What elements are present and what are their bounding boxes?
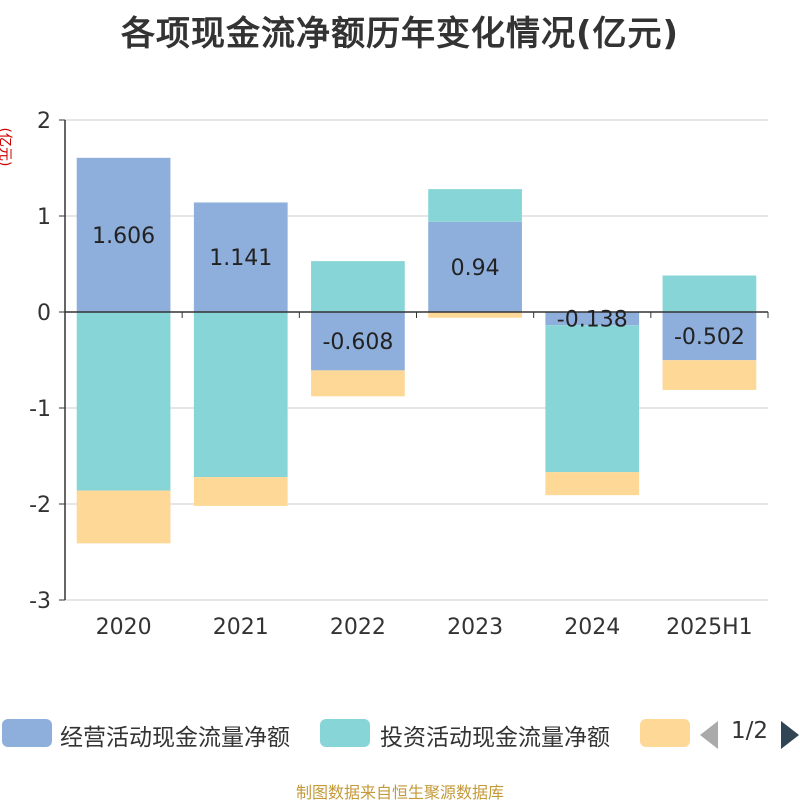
bar-series-2-2020[interactable]	[76, 490, 171, 544]
y-tick-label: 1	[37, 205, 51, 230]
legend-swatch-investing[interactable]	[320, 719, 370, 747]
x-tick-label: 2024	[564, 615, 620, 640]
legend-swatch-financing[interactable]	[640, 719, 690, 747]
bar-series-2-2022[interactable]	[311, 370, 405, 397]
x-tick-label: 2022	[330, 615, 386, 640]
bar-series-2-2021[interactable]	[193, 477, 288, 506]
bar-series-1-2021[interactable]	[193, 312, 288, 478]
y-tick-label: -2	[29, 493, 51, 518]
data-label: 1.141	[209, 246, 272, 271]
bar-series-0-2021[interactable]	[193, 202, 288, 312]
data-label: 0.94	[451, 256, 500, 281]
y-tick-label: 2	[37, 109, 51, 134]
data-label: -0.608	[322, 330, 393, 355]
bar-series-0-2022[interactable]	[311, 312, 405, 371]
bar-series-2-2025H1[interactable]	[662, 360, 757, 390]
axes: 2 1 0 -1 -2 -3 2020 2021 2022 2023 2024 2025H1	[29, 109, 769, 640]
bar-series-0-2025H1[interactable]	[662, 312, 757, 361]
legend-label-operating[interactable]: 经营活动现金流量净额	[60, 725, 290, 751]
y-tick-label: -3	[29, 589, 51, 614]
x-tick-label: 2023	[447, 615, 503, 640]
chart-title: 各项现金流净额历年变化情况(亿元)	[120, 14, 680, 54]
legend-page-indicator: 1/2	[731, 718, 769, 744]
legend-swatch-operating[interactable]	[2, 719, 52, 747]
data-label: -0.138	[557, 308, 628, 333]
legend-next-page-icon[interactable]	[781, 721, 799, 749]
bar-series-0-2020[interactable]	[76, 157, 171, 312]
data-label: 1.606	[92, 224, 155, 249]
legend-label-investing[interactable]: 投资活动现金流量净额	[380, 725, 610, 751]
bar-series-1-2020[interactable]	[76, 312, 171, 491]
bar-series-2-2024[interactable]	[545, 472, 640, 496]
legend-prev-page-icon[interactable]	[700, 721, 718, 749]
bar-series-1-2022[interactable]	[311, 261, 405, 312]
bar-series-1-2023[interactable]	[428, 189, 522, 222]
bar-series-0-2023[interactable]	[428, 221, 522, 312]
bar-series-1-2025H1[interactable]	[662, 275, 757, 312]
bar-series-0-2024[interactable]	[545, 312, 640, 326]
bar-series-1-2024[interactable]	[545, 325, 640, 473]
bars	[76, 157, 757, 544]
bar-series-2-2023[interactable]	[428, 312, 522, 318]
x-tick-label: 2021	[213, 615, 269, 640]
x-tick-label: 2020	[96, 615, 152, 640]
y-tick-label: -1	[29, 397, 51, 422]
data-labels: 1.606 1.141 -0.608 0.94 -0.138 -0.502	[92, 224, 745, 355]
y-tick-label: 0	[37, 301, 51, 326]
source-note: 制图数据来自恒生聚源数据库	[295, 783, 504, 802]
data-label: -0.502	[674, 325, 745, 350]
x-tick-label: 2025H1	[666, 615, 753, 640]
